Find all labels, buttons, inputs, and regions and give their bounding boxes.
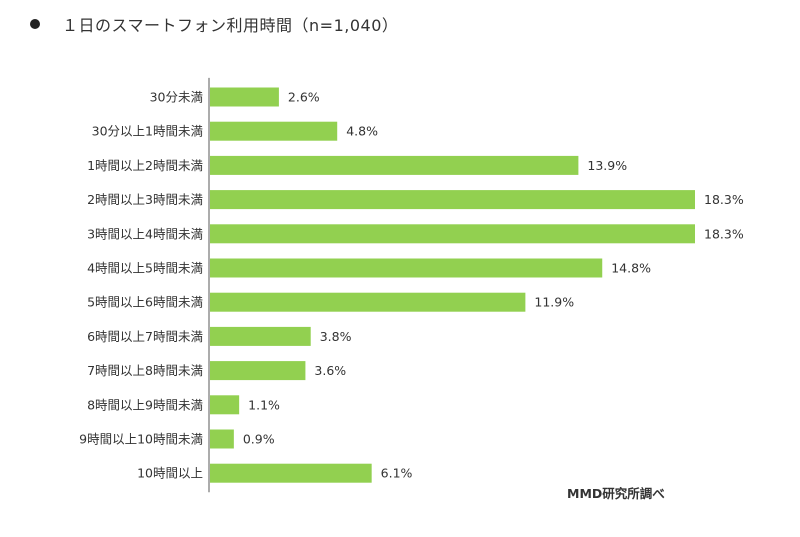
- category-label: 5時間以上6時間未満: [87, 295, 203, 310]
- value-label: 6.1%: [381, 466, 413, 481]
- category-label: 9時間以上10時間未満: [79, 432, 203, 447]
- category-label: 8時間以上9時間未満: [87, 397, 203, 412]
- category-label: 3時間以上4時間未満: [87, 226, 203, 241]
- bullet-icon: [30, 19, 40, 29]
- bar: [210, 258, 603, 278]
- bar: [210, 463, 372, 483]
- bar: [210, 292, 526, 312]
- category-label: 7時間以上8時間未満: [87, 363, 203, 378]
- bar: [210, 361, 306, 381]
- bar: [210, 155, 579, 175]
- value-label: 3.6%: [314, 363, 346, 378]
- value-label: 18.3%: [704, 192, 744, 207]
- value-label: 2.6%: [288, 90, 320, 105]
- value-label: 1.1%: [248, 397, 280, 412]
- bar-group: 30分未満 2.6% 30分以上1時間未満 4.8% 1時間以上2時間未満 13.9% 2時…: [79, 87, 744, 483]
- bar: [210, 121, 338, 141]
- bar: [210, 326, 311, 346]
- bar: [210, 224, 695, 244]
- chart-title: １日のスマートフォン利用時間（n=1,040）: [30, 12, 398, 36]
- source-credit: MMD研究所調べ: [567, 486, 665, 501]
- bar: [210, 87, 279, 107]
- category-label: 1時間以上2時間未満: [87, 158, 203, 173]
- category-label: 30分未満: [150, 90, 203, 105]
- value-label: 18.3%: [704, 226, 744, 241]
- value-label: 11.9%: [534, 295, 574, 310]
- bar: [210, 429, 234, 449]
- bar: [210, 395, 240, 415]
- category-label: 30分以上1時間未満: [92, 124, 203, 139]
- category-label: 2時間以上3時間未満: [87, 192, 203, 207]
- value-label: 4.8%: [346, 124, 378, 139]
- category-label: 4時間以上5時間未満: [87, 261, 203, 276]
- bar: [210, 190, 695, 210]
- value-label: 0.9%: [243, 432, 275, 447]
- value-label: 14.8%: [611, 261, 651, 276]
- value-label: 3.8%: [320, 329, 352, 344]
- chart-title-text: １日のスマートフォン利用時間（n=1,040）: [62, 16, 399, 35]
- category-label: 6時間以上7時間未満: [87, 329, 203, 344]
- value-label: 13.9%: [587, 158, 627, 173]
- category-label: 10時間以上: [137, 466, 203, 481]
